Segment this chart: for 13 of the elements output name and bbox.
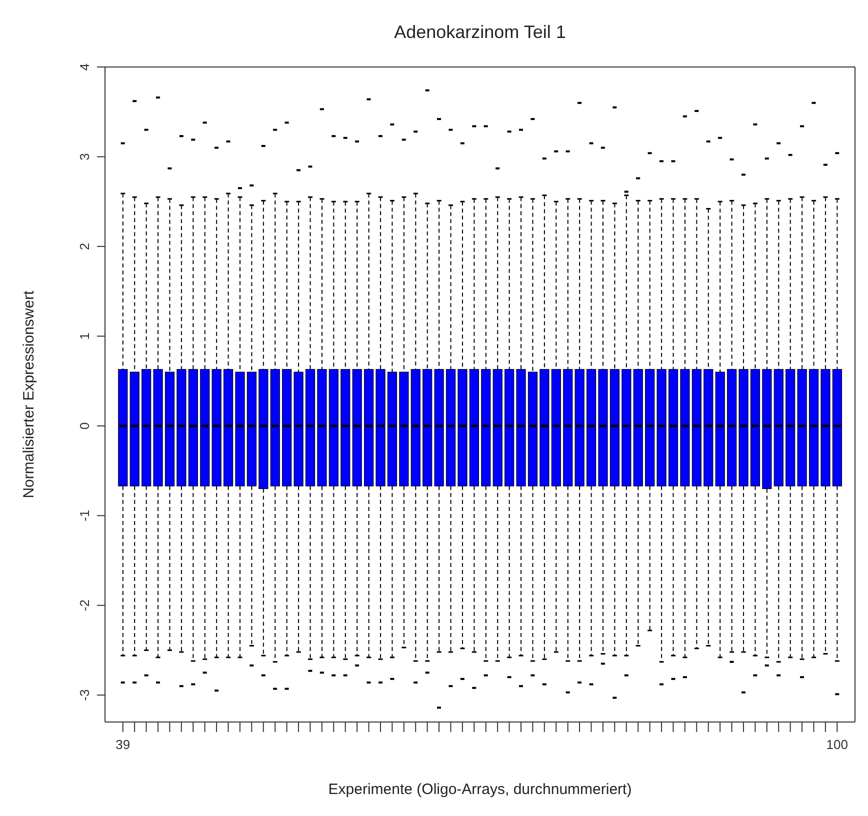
y-tick-label: 4 — [77, 63, 92, 71]
y-tick-label: 2 — [77, 242, 92, 250]
y-tick-label: -3 — [77, 689, 92, 701]
chart-title: Adenokarzinom Teil 1 — [393, 21, 567, 44]
x-tick-label: 100 — [826, 737, 848, 752]
y-tick-label: 1 — [77, 332, 92, 340]
x-tick-label: 39 — [116, 737, 130, 752]
y-tick-label: -1 — [77, 510, 92, 522]
y-axis-title: Normalisierter Expressionswert — [20, 290, 38, 498]
x-axis-title: Experimente (Oligo-Arrays, durchnummeriert) — [328, 781, 632, 798]
y-tick-label: 3 — [77, 153, 92, 160]
y-tick-label: -2 — [77, 600, 92, 612]
y-tick-label: 0 — [77, 422, 92, 430]
